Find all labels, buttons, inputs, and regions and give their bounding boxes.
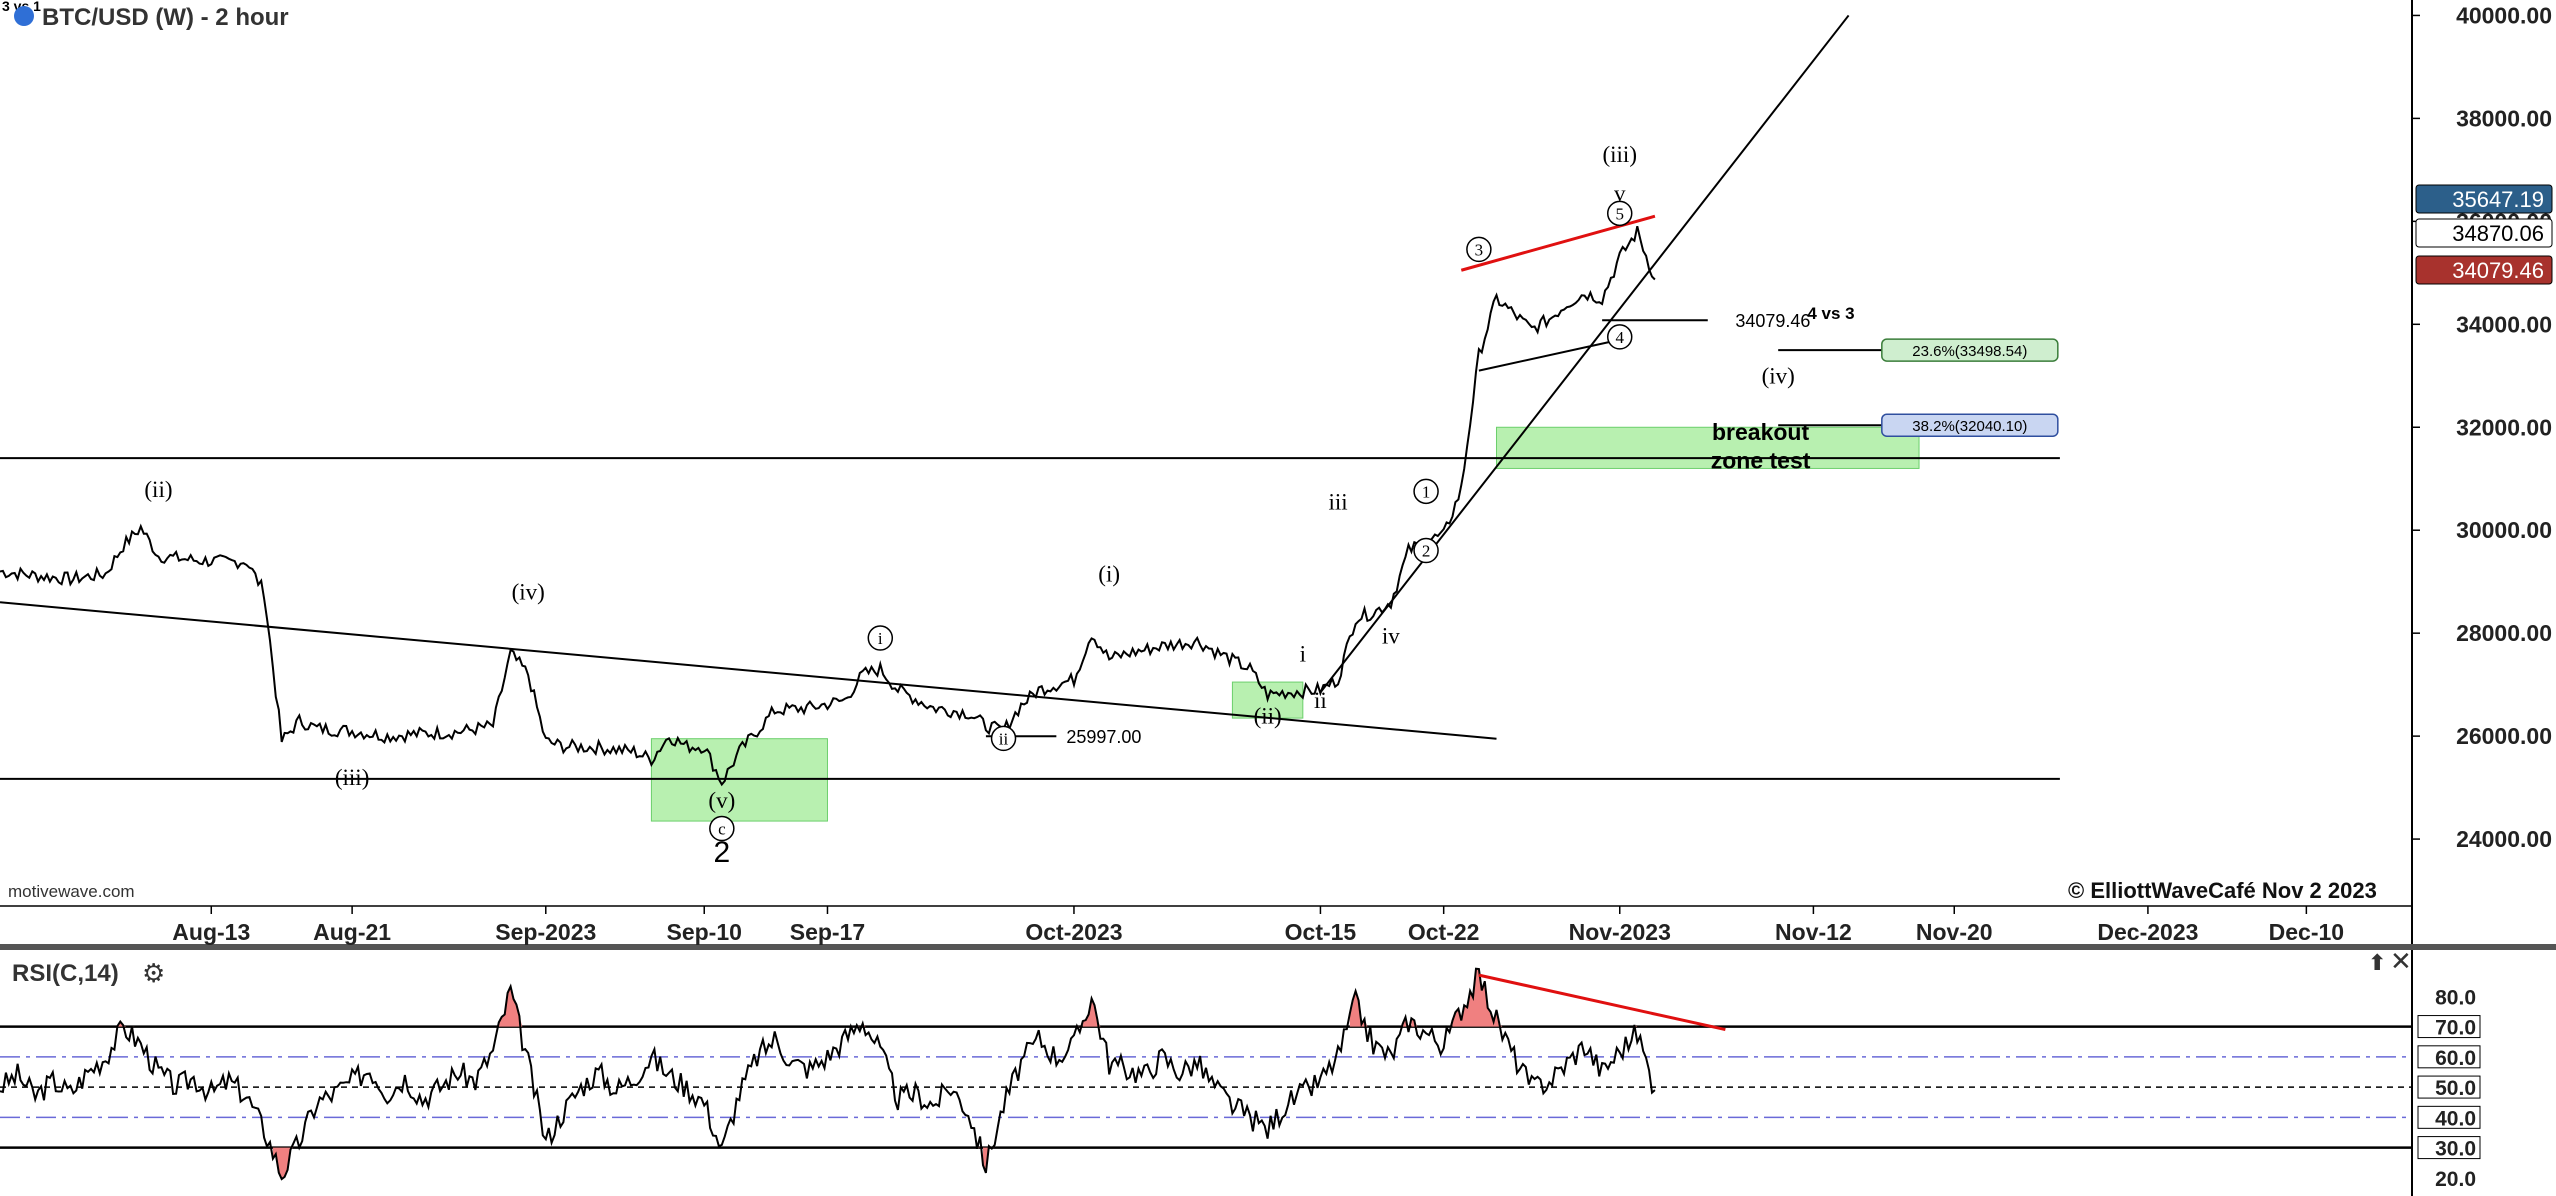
rsi-tick-box — [2417, 1136, 2481, 1160]
x-tick-label: Dec-2023 — [2097, 919, 2198, 945]
fib-label-box — [1881, 338, 2059, 362]
price-tag — [2415, 218, 2553, 248]
rsi-tick-label: 20.0 — [2435, 1168, 2476, 1191]
rsi-tick-label: 50.0 — [2435, 1077, 2476, 1100]
chart-title: BTC/USD (W) - 2 hour — [42, 4, 289, 31]
copyright-label: © ElliottWaveCafé Nov 2 2023 — [2068, 878, 2377, 903]
arrow-up-icon[interactable]: ⬆ — [2368, 950, 2387, 975]
rsi-tick-box — [2417, 1015, 2481, 1039]
price-tag — [2415, 184, 2553, 214]
price-tag-label: 35647.19 — [2452, 187, 2544, 212]
wave-label: (iii) — [335, 765, 370, 790]
x-tick-label: Oct-15 — [1285, 919, 1357, 945]
fib-label-box — [1881, 413, 2059, 437]
wave-label: 5 — [1615, 204, 1624, 223]
y-tick-label: 30000.00 — [2456, 517, 2552, 543]
zone-label: zone test — [1711, 447, 1811, 473]
wave-label: 1 — [1422, 482, 1431, 501]
wave-circle — [1606, 324, 1633, 350]
wave-label: 2 — [713, 836, 730, 869]
wave-label: (iv) — [1762, 364, 1795, 389]
price-tag-label: 34870.06 — [2452, 221, 2544, 246]
rsi-divergence-line — [1478, 973, 1726, 1032]
fib-label: 23.6%(33498.54) — [1912, 343, 2027, 360]
wave-label: 4 — [1615, 328, 1624, 347]
wave-label: v — [1614, 181, 1626, 206]
wave-circle — [1606, 200, 1633, 227]
level-value-label: 34079.46 — [1735, 311, 1810, 331]
fib-label: 38.2%(32040.10) — [1912, 418, 2027, 435]
x-tick-label: Sep-2023 — [495, 919, 596, 945]
series-dot-icon — [14, 6, 34, 26]
level-value-label: 25997.00 — [1066, 727, 1141, 747]
y-tick-label: 28000.00 — [2456, 620, 2552, 646]
uptrend-line — [1319, 14, 1850, 693]
y-tick-label: 32000.00 — [2456, 414, 2552, 440]
y-tick-label: 38000.00 — [2456, 105, 2552, 131]
x-tick-label: Oct-2023 — [1025, 919, 1122, 945]
y-tick-label: 24000.00 — [2456, 826, 2552, 852]
rsi-tick-label: 60.0 — [2435, 1047, 2476, 1070]
wave-label: (v) — [708, 788, 735, 813]
wave-label: (i) — [1098, 562, 1120, 587]
rsi-oversold-fill — [272, 1147, 995, 1180]
wave-label: iii — [1328, 490, 1347, 515]
rsi-tick-box — [2417, 1045, 2481, 1069]
x-tick-label: Aug-21 — [313, 919, 391, 945]
wave-label: i — [1300, 641, 1306, 666]
downtrend-line — [0, 601, 1497, 740]
wave-label: (ii) — [144, 477, 172, 502]
rsi-tick-box — [2417, 1105, 2481, 1129]
rsi-title: RSI(C,14) — [12, 960, 119, 987]
wave-label: ii — [999, 729, 1009, 748]
breakout-zone — [1495, 426, 1920, 469]
rsi-tick-label: 30.0 — [2435, 1138, 2476, 1161]
x-tick-label: Dec-10 — [2269, 919, 2344, 945]
rsi-tick-label: 70.0 — [2435, 1017, 2476, 1040]
source-label: motivewave.com — [8, 882, 135, 901]
y-tick-label: 26000.00 — [2456, 723, 2552, 749]
wave-label: (iii) — [1602, 142, 1637, 167]
x-tick-label: Sep-10 — [667, 919, 742, 945]
close-icon[interactable]: ✕ — [2390, 946, 2412, 976]
wave-label: c — [718, 820, 726, 839]
x-tick-label: Oct-22 — [1408, 919, 1480, 945]
price-line — [0, 225, 1656, 787]
x-tick-label: Nov-2023 — [1569, 919, 1671, 945]
y-tick-label: 34000.00 — [2456, 311, 2552, 337]
wave-label: (iv) — [512, 580, 545, 605]
x-tick-label: Nov-20 — [1916, 919, 1993, 945]
x-tick-label: Aug-13 — [172, 919, 250, 945]
wave-circle — [1466, 236, 1492, 263]
wave-circle — [1413, 478, 1439, 505]
price-tag — [2415, 255, 2553, 285]
rsi-overbought-fill — [117, 968, 1638, 1027]
wave-circle — [990, 725, 1017, 752]
wave-label: 2 — [1422, 542, 1431, 561]
wave-2-low-zone — [650, 738, 828, 822]
rsi-tick-label: 40.0 — [2435, 1107, 2476, 1130]
wave-label: iv — [1382, 623, 1400, 648]
wave-circle — [709, 815, 735, 842]
price-tag-label: 34079.46 — [2452, 258, 2544, 283]
wedge-bottom — [1478, 338, 1620, 372]
x-tick-label: Sep-17 — [790, 919, 865, 945]
wave-label: 3 — [1475, 240, 1484, 259]
wave-label: i — [878, 629, 883, 648]
wave-label: ii — [1314, 688, 1327, 713]
wave-label: (ii) — [1254, 703, 1282, 728]
x-tick-label: Nov-12 — [1775, 919, 1852, 945]
y-tick-label: 40000.00 — [2456, 2, 2552, 28]
zone-label: breakout — [1712, 419, 1809, 445]
gear-icon[interactable]: ⚙ — [142, 958, 166, 988]
rsi-tick-box — [2417, 1075, 2481, 1099]
panel-separator — [0, 944, 2556, 950]
wave-circle — [1413, 537, 1439, 564]
rsi-tick-label: 80.0 — [2435, 986, 2476, 1009]
wave-circle — [867, 625, 894, 651]
note-label: 4 vs 3 — [1807, 304, 1854, 323]
rsi-line — [0, 967, 1656, 1181]
